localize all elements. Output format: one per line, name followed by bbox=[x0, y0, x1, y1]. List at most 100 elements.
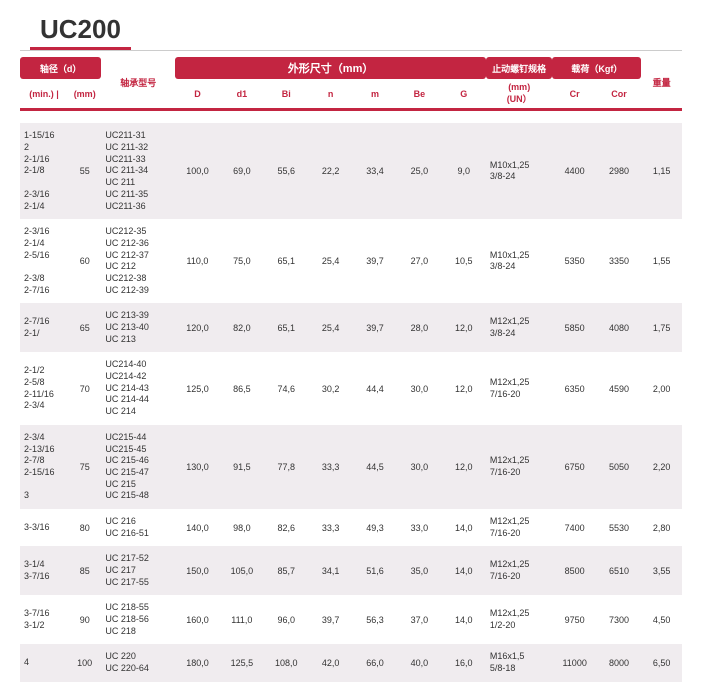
cell-wt: 2,80 bbox=[641, 509, 682, 546]
cell-Cor: 4590 bbox=[597, 352, 641, 424]
cell-mm: 65 bbox=[68, 303, 101, 352]
cell-min: 1-15/16 2 2-1/16 2-1/8 2-3/16 2-1/4 bbox=[20, 123, 68, 219]
cell-mm: 80 bbox=[68, 509, 101, 546]
cell-m: 56,3 bbox=[353, 595, 397, 644]
cell-mm: 70 bbox=[68, 352, 101, 424]
cell-m: 39,7 bbox=[353, 303, 397, 352]
cell-d1: 125,5 bbox=[220, 644, 264, 681]
cell-D: 125,0 bbox=[175, 352, 219, 424]
cell-bolt: M12x1,25 7/16-20 bbox=[486, 425, 553, 509]
cell-Cr: 8500 bbox=[552, 546, 596, 595]
cell-d1: 98,0 bbox=[220, 509, 264, 546]
cell-mm: 55 bbox=[68, 123, 101, 219]
cell-m: 44,5 bbox=[353, 425, 397, 509]
spec-sheet: UC200 轴径（d） 轴承型号 外形尺寸（mm） 止动螺钉规格 载荷（Kgf）… bbox=[0, 0, 702, 692]
cell-mm: 100 bbox=[68, 644, 101, 681]
hdr-G: G bbox=[442, 79, 486, 110]
cell-wt: 1,15 bbox=[641, 123, 682, 219]
cell-d1: 105,0 bbox=[220, 546, 264, 595]
hdr-n: n bbox=[308, 79, 352, 110]
cell-Bi: 82,6 bbox=[264, 509, 308, 546]
cell-Be: 37,0 bbox=[397, 595, 441, 644]
hdr-d1: d1 bbox=[220, 79, 264, 110]
hdr-shaft-dia: 轴径（d） bbox=[20, 57, 101, 79]
cell-Cr: 6350 bbox=[552, 352, 596, 424]
cell-model: UC215-44 UC215-45 UC 215-46 UC 215-47 UC… bbox=[101, 425, 175, 509]
cell-Cor: 5530 bbox=[597, 509, 641, 546]
cell-G: 14,0 bbox=[442, 509, 486, 546]
cell-bolt: M10x1,25 3/8-24 bbox=[486, 123, 553, 219]
cell-model: UC 213-39 UC 213-40 UC 213 bbox=[101, 303, 175, 352]
cell-min: 2-3/16 2-1/4 2-5/16 2-3/8 2-7/16 bbox=[20, 219, 68, 303]
hdr-Be: Be bbox=[397, 79, 441, 110]
cell-d1: 86,5 bbox=[220, 352, 264, 424]
cell-m: 49,3 bbox=[353, 509, 397, 546]
cell-min: 4 bbox=[20, 644, 68, 681]
cell-bolt: M12x1,25 7/16-20 bbox=[486, 546, 553, 595]
cell-n: 33,3 bbox=[308, 425, 352, 509]
cell-model: UC 218-55 UC 218-56 UC 218 bbox=[101, 595, 175, 644]
cell-mm: 75 bbox=[68, 425, 101, 509]
title-row: UC200 bbox=[20, 10, 682, 51]
cell-bolt: M12x1,25 1/2-20 bbox=[486, 595, 553, 644]
cell-D: 150,0 bbox=[175, 546, 219, 595]
cell-model: UC212-35 UC 212-36 UC 212-37 UC 212 UC21… bbox=[101, 219, 175, 303]
cell-Cor: 7300 bbox=[597, 595, 641, 644]
cell-bolt: M16x1,5 5/8-18 bbox=[486, 644, 553, 681]
cell-Cr: 6750 bbox=[552, 425, 596, 509]
cell-model: UC 217-52 UC 217 UC 217-55 bbox=[101, 546, 175, 595]
cell-Be: 30,0 bbox=[397, 425, 441, 509]
spec-header: 轴径（d） 轴承型号 外形尺寸（mm） 止动螺钉规格 载荷（Kgf） 重量 (m… bbox=[20, 57, 682, 111]
cell-Bi: 65,1 bbox=[264, 219, 308, 303]
spec-body: 1-15/16 2 2-1/16 2-1/8 2-3/16 2-1/455UC2… bbox=[20, 123, 682, 681]
hdr-weight: 重量 bbox=[641, 57, 682, 110]
cell-Bi: 77,8 bbox=[264, 425, 308, 509]
cell-wt: 2,00 bbox=[641, 352, 682, 424]
table-row: 2-3/4 2-13/16 2-7/8 2-15/16 375UC215-44 … bbox=[20, 425, 682, 509]
cell-m: 51,6 bbox=[353, 546, 397, 595]
cell-Bi: 65,1 bbox=[264, 303, 308, 352]
cell-min: 3-3/16 bbox=[20, 509, 68, 546]
cell-mm: 60 bbox=[68, 219, 101, 303]
cell-wt: 2,20 bbox=[641, 425, 682, 509]
cell-Be: 35,0 bbox=[397, 546, 441, 595]
cell-Cor: 4080 bbox=[597, 303, 641, 352]
table-row: 1-15/16 2 2-1/16 2-1/8 2-3/16 2-1/455UC2… bbox=[20, 123, 682, 219]
cell-D: 100,0 bbox=[175, 123, 219, 219]
cell-min: 2-1/2 2-5/8 2-11/16 2-3/4 bbox=[20, 352, 68, 424]
cell-bolt: M10x1,25 3/8-24 bbox=[486, 219, 553, 303]
cell-n: 33,3 bbox=[308, 509, 352, 546]
cell-Cr: 11000 bbox=[552, 644, 596, 681]
hdr-Bi: Bi bbox=[264, 79, 308, 110]
hdr-bolt: 止动螺钉规格 bbox=[486, 57, 553, 79]
cell-n: 39,7 bbox=[308, 595, 352, 644]
cell-min: 3-7/16 3-1/2 bbox=[20, 595, 68, 644]
cell-G: 12,0 bbox=[442, 352, 486, 424]
cell-Be: 30,0 bbox=[397, 352, 441, 424]
cell-Cor: 8000 bbox=[597, 644, 641, 681]
cell-G: 12,0 bbox=[442, 303, 486, 352]
page-title: UC200 bbox=[30, 10, 131, 50]
hdr-Cor: Cor bbox=[597, 79, 641, 110]
cell-min: 3-1/4 3-7/16 bbox=[20, 546, 68, 595]
cell-n: 25,4 bbox=[308, 303, 352, 352]
cell-wt: 1,75 bbox=[641, 303, 682, 352]
cell-G: 14,0 bbox=[442, 546, 486, 595]
cell-m: 33,4 bbox=[353, 123, 397, 219]
cell-G: 14,0 bbox=[442, 595, 486, 644]
cell-Cr: 5350 bbox=[552, 219, 596, 303]
hdr-Cr: Cr bbox=[552, 79, 596, 110]
cell-n: 34,1 bbox=[308, 546, 352, 595]
cell-wt: 4,50 bbox=[641, 595, 682, 644]
cell-model: UC214-40 UC214-42 UC 214-43 UC 214-44 UC… bbox=[101, 352, 175, 424]
cell-min: 2-3/4 2-13/16 2-7/8 2-15/16 3 bbox=[20, 425, 68, 509]
hdr-D: D bbox=[175, 79, 219, 110]
cell-d1: 75,0 bbox=[220, 219, 264, 303]
cell-bolt: M12x1,25 7/16-20 bbox=[486, 352, 553, 424]
cell-G: 9,0 bbox=[442, 123, 486, 219]
cell-d1: 82,0 bbox=[220, 303, 264, 352]
cell-Be: 33,0 bbox=[397, 509, 441, 546]
hdr-min: (min.) | bbox=[20, 79, 68, 110]
cell-d1: 69,0 bbox=[220, 123, 264, 219]
cell-G: 16,0 bbox=[442, 644, 486, 681]
